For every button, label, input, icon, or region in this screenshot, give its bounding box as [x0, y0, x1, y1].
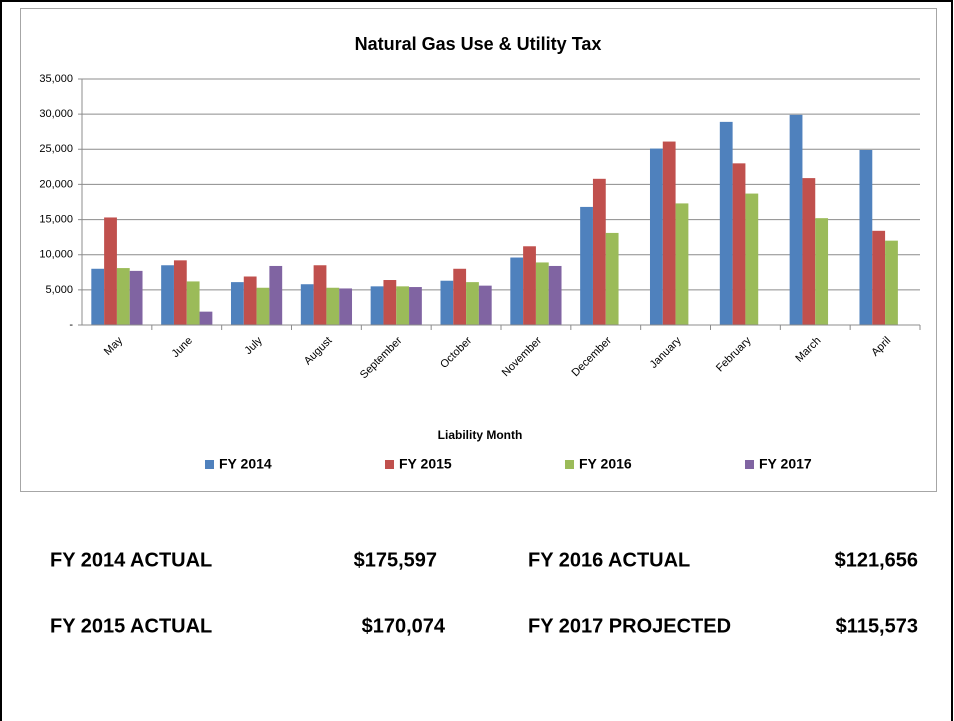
bar: [409, 287, 422, 325]
legend-swatch: [385, 460, 394, 469]
bar: [326, 287, 340, 325]
bar: [313, 265, 327, 325]
bar: [256, 287, 270, 325]
y-tick-label: 35,000: [39, 73, 73, 85]
summary-value: $175,597: [354, 549, 437, 571]
bar: [370, 286, 384, 325]
legend-swatch: [745, 460, 754, 469]
bar: [732, 163, 746, 325]
summary-value: $170,074: [362, 615, 446, 637]
bar: [161, 265, 174, 325]
y-tick-label: 25,000: [39, 143, 73, 155]
bar: [269, 265, 283, 325]
bar: [230, 282, 244, 325]
bar: [173, 260, 187, 325]
bar: [440, 280, 454, 325]
bar: [523, 246, 536, 325]
bar: [396, 286, 410, 325]
legend-swatch: [205, 460, 214, 469]
y-tick-label: -: [69, 319, 73, 331]
bar: [548, 265, 562, 325]
bar: [535, 262, 549, 325]
bar: [592, 178, 606, 325]
bar: [243, 276, 257, 325]
summary-label: FY 2016 ACTUAL: [528, 549, 690, 571]
bar: [662, 141, 676, 325]
bar: [104, 217, 117, 325]
bar: [719, 121, 733, 325]
bar: [675, 203, 689, 325]
legend-label: FY 2016: [579, 456, 632, 472]
bar: [815, 218, 829, 325]
y-tick-label: 15,000: [39, 213, 73, 225]
bar: [383, 280, 397, 325]
legend-label: FY 2014: [219, 456, 272, 472]
bar: [300, 284, 314, 325]
bar: [510, 257, 524, 325]
legend-label: FY 2015: [399, 456, 452, 472]
bar: [91, 268, 105, 325]
bar: [339, 288, 353, 325]
bar: [466, 282, 479, 325]
bar: [199, 311, 213, 325]
summary-value: $115,573: [836, 615, 918, 637]
bar: [129, 270, 143, 325]
bar: [872, 230, 886, 325]
bar: [885, 240, 898, 325]
bar: [478, 285, 492, 325]
bar: [186, 281, 200, 325]
y-tick-label: 20,000: [39, 178, 73, 190]
summary-label: FY 2014 ACTUAL: [50, 549, 212, 571]
bar: [605, 232, 619, 325]
y-tick-label: 10,000: [39, 249, 73, 261]
chart-frame: [20, 8, 937, 492]
x-axis-title: Liability Month: [438, 428, 523, 442]
bar: [789, 114, 803, 326]
bar: [802, 178, 816, 325]
y-tick-label: 30,000: [39, 108, 73, 120]
legend-swatch: [565, 460, 574, 469]
bar: [580, 206, 593, 325]
summary-value: $121,656: [835, 549, 918, 571]
bar: [453, 268, 467, 325]
legend-label: FY 2017: [759, 456, 812, 472]
y-tick-label: 5,000: [45, 284, 73, 296]
bar: [649, 148, 663, 325]
bar: [745, 193, 759, 325]
summary-label: FY 2017 PROJECTED: [528, 615, 731, 637]
bar: [116, 268, 130, 325]
summary-label: FY 2015 ACTUAL: [50, 615, 212, 637]
chart-title: Natural Gas Use & Utility Tax: [355, 34, 602, 54]
bar: [859, 149, 873, 325]
